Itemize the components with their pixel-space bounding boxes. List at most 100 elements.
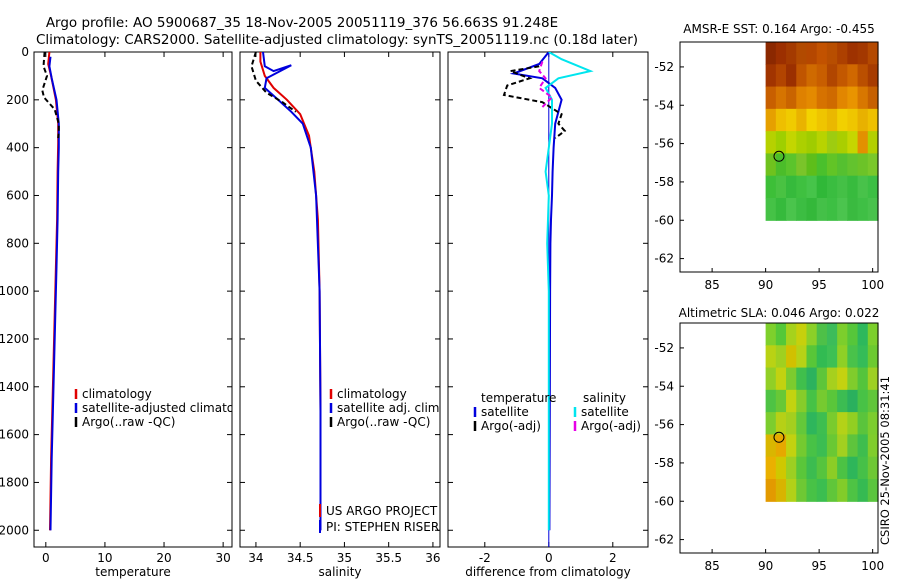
sla-map-cell: [775, 389, 787, 413]
difference-legend-title-sal: salinity: [583, 391, 626, 405]
sst-map-cell: [806, 42, 818, 65]
difference-xtick-label: 0: [545, 551, 553, 565]
sst-map-cell: [826, 175, 838, 199]
sla-map-ytick-label: -58: [654, 456, 674, 470]
sla-map-cell: [775, 345, 787, 369]
sla-map-cell: [826, 412, 838, 436]
sst-map-ytick-label: -60: [654, 213, 674, 227]
sst-map-cell: [867, 131, 879, 154]
sst-map-cell: [857, 197, 869, 221]
sla-map-panel: Altimetric SLA: 0.046 Argo: 0.022 85 90 95 1…: [654, 306, 884, 573]
temperature-series-satellite: [48, 56, 60, 531]
sla-map-cell: [765, 389, 777, 413]
sst-map-cell: [837, 108, 848, 132]
sla-map-cell: [765, 345, 777, 369]
sla-map-cell: [867, 389, 879, 413]
sla-map-cell: [806, 345, 818, 369]
sla-map-cell: [796, 345, 808, 369]
sst-map-cell: [775, 153, 787, 177]
sst-map-cell: [837, 86, 848, 110]
sla-map-cell: [867, 434, 879, 458]
sla-map-cell: [837, 389, 848, 413]
depth-tick-label: 1400: [0, 380, 29, 394]
sla-map-ytick-label: -62: [654, 533, 674, 547]
sst-map-cell: [765, 108, 777, 132]
temperature-axes-frame: [33, 51, 233, 548]
sla-map-cell: [806, 389, 818, 413]
sst-map-ytick-label: -52: [654, 60, 674, 74]
temperature-xlabel: temperature: [95, 565, 170, 579]
sst-map-cell: [816, 108, 828, 132]
sst-map-cell: [796, 64, 808, 88]
sla-map-cell: [847, 367, 859, 391]
sst-map-cell: [796, 42, 808, 65]
sst-map-cell: [867, 42, 879, 65]
sla-map-ytick-label: -56: [654, 418, 674, 432]
sla-map-cell: [857, 478, 869, 502]
difference-legend-label: satellite: [581, 405, 629, 419]
sst-map-cell: [775, 42, 787, 65]
salinity-xtick-label: 35: [337, 551, 352, 565]
sst-map-cell: [796, 108, 808, 132]
sst-map-cell: [826, 197, 838, 221]
depth-tick-label: 200: [6, 93, 29, 107]
sst-map-cell: [857, 153, 869, 177]
credit-label: CSIRO 25-Nov-2005 08:31:41: [878, 376, 892, 545]
depth-tick-label: 800: [6, 236, 29, 250]
sst-map-cell: [857, 86, 869, 110]
sst-map-cell: [796, 175, 808, 199]
sla-map-cell: [806, 367, 818, 391]
sst-map-cell: [847, 197, 859, 221]
sst-map-cell: [847, 153, 859, 177]
sla-map-cell: [826, 456, 838, 480]
sst-map-cell: [826, 42, 838, 65]
sla-map-cell: [867, 456, 879, 480]
sla-map-ytick-label: -52: [654, 341, 674, 355]
sla-map-cell: [826, 367, 838, 391]
sla-map-cell: [847, 323, 859, 346]
sla-map-cell: [786, 478, 797, 502]
sst-map-cell: [826, 131, 838, 154]
sst-map-cell: [786, 153, 797, 177]
sst-map-cell: [806, 153, 818, 177]
sla-map-xtick-label: 85: [704, 559, 719, 573]
sla-map-cell: [816, 345, 828, 369]
sst-map-cell: [775, 86, 787, 110]
temperature-legend-label: Argo(..raw -QC): [82, 415, 175, 429]
salinity-xlabel: salinity: [318, 565, 361, 579]
sla-map-xtick-label: 95: [811, 559, 826, 573]
difference-series-temp-satellite: [509, 52, 563, 531]
difference-legend-label: satellite: [481, 405, 529, 419]
sla-map-cell: [765, 456, 777, 480]
sla-map-cell: [867, 323, 879, 346]
sla-map-cell: [765, 323, 777, 346]
depth-tick-label: 0: [21, 45, 29, 59]
sla-map-cell: [816, 323, 828, 346]
sst-map-cell: [806, 131, 818, 154]
sla-map-cell: [837, 345, 848, 369]
sla-map-cell: [826, 389, 838, 413]
sst-map-cell: [867, 108, 879, 132]
sla-map-cell: [816, 456, 828, 480]
sst-map-cell: [796, 86, 808, 110]
sst-map-cell: [847, 175, 859, 199]
sst-map-xtick-label: 95: [811, 278, 826, 292]
sst-map-cell: [775, 64, 787, 88]
sst-map-cell: [786, 131, 797, 154]
sst-map-cell: [765, 153, 777, 177]
sla-map-title: Altimetric SLA: 0.046 Argo: 0.022: [679, 306, 880, 320]
sla-map-cell: [786, 456, 797, 480]
sla-map-cell: [816, 389, 828, 413]
sla-map-cell: [765, 434, 777, 458]
sla-map-cell: [816, 412, 828, 436]
salinity-legend-label: Argo(..raw -QC): [337, 415, 430, 429]
depth-tick-label: 1200: [0, 332, 29, 346]
sst-map-cell: [867, 197, 879, 221]
sst-map-cell: [816, 131, 828, 154]
sst-map-argo-location-marker: [773, 150, 785, 162]
sla-map-cell: [816, 434, 828, 458]
sst-map-cell: [765, 175, 777, 199]
sst-map-cell: [806, 197, 818, 221]
